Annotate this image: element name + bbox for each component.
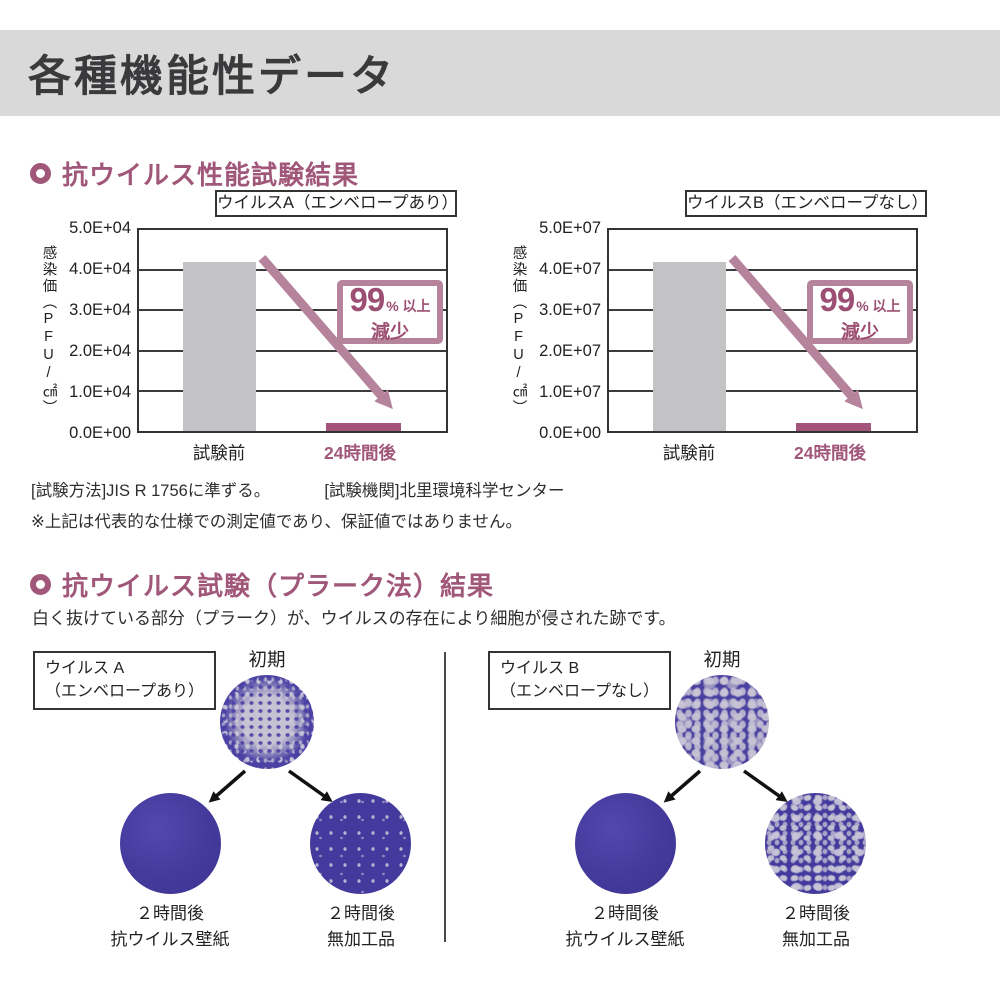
virus-envelope: （エンベロープあり） bbox=[45, 683, 205, 701]
plaque-panel-virus-b: ウイルス B （エンベロープなし） 初期 ２時間後 抗ウイルス壁紙 ２時間後 無… bbox=[485, 645, 905, 975]
ring-bullet-icon bbox=[30, 163, 51, 184]
virus-name: ウイルス A bbox=[45, 660, 125, 677]
x-tick-before-test: 試験前 bbox=[192, 443, 246, 463]
y-tick-label: 4.0E+07 bbox=[539, 260, 601, 278]
section1-heading-label: 抗ウイルス性能試験結果 bbox=[62, 160, 360, 190]
section2-description: 白く抜けている部分（プラーク）が、ウイルスの存在により細胞が侵された跡です。 bbox=[32, 609, 676, 628]
bar-after-24h bbox=[326, 422, 401, 431]
chart-a-y-axis-title: 感染価（PFU/㎠） bbox=[40, 245, 57, 416]
virus-a-label-box: ウイルス A （エンベロープあり） bbox=[33, 651, 217, 711]
petri-dish-initial bbox=[220, 675, 314, 769]
chart-virus-b: ウイルスB（エンベロープなし） 感染価（PFU/㎠） 5.0E+07 4.0E+… bbox=[500, 190, 960, 470]
petri-dish-initial bbox=[675, 675, 769, 769]
y-tick-label: 3.0E+07 bbox=[539, 301, 601, 319]
bar-before-test bbox=[183, 262, 256, 431]
section2-heading-label: 抗ウイルス試験（プラーク法）結果 bbox=[62, 571, 495, 601]
reduction-badge: 99 % 以上 減少 bbox=[337, 280, 443, 344]
y-tick-label: 3.0E+04 bbox=[69, 301, 131, 319]
initial-state-label: 初期 bbox=[703, 649, 741, 670]
badge-percentage: 99 bbox=[819, 280, 855, 318]
bar-before-test bbox=[653, 262, 726, 431]
badge-percentage: 99 bbox=[349, 280, 385, 318]
bar-after-24h bbox=[796, 422, 871, 431]
badge-unit: % 以上 bbox=[856, 297, 901, 314]
x-tick-after-24h: 24時間後 bbox=[324, 443, 396, 463]
y-tick-label: 0.0E+00 bbox=[69, 424, 131, 442]
y-tick-label: 5.0E+07 bbox=[539, 219, 601, 237]
petri-dish-treated bbox=[120, 793, 221, 894]
chart-a-title: ウイルスA（エンベロープあり） bbox=[215, 190, 458, 217]
reduction-badge: 99 % 以上 減少 bbox=[807, 280, 913, 344]
result-label-treated: ２時間後 抗ウイルス壁紙 bbox=[565, 904, 685, 949]
chart-virus-a: ウイルスA（エンベロープあり） 感染価（PFU/㎠） 5.0E+04 4.0E+… bbox=[30, 190, 490, 470]
virus-envelope: （エンベロープなし） bbox=[500, 683, 660, 701]
petri-dish-untreated bbox=[310, 793, 411, 894]
virus-b-label-box: ウイルス B （エンベロープなし） bbox=[488, 651, 672, 711]
result-label-treated: ２時間後 抗ウイルス壁紙 bbox=[110, 904, 230, 949]
initial-state-label: 初期 bbox=[248, 649, 286, 670]
note-test-method: [試験方法]JIS R 1756に準ずる。 bbox=[31, 482, 271, 500]
y-tick-label: 0.0E+00 bbox=[539, 424, 601, 442]
section1-heading: 抗ウイルス性能試験結果 bbox=[30, 155, 359, 192]
petri-dish-untreated bbox=[765, 793, 866, 894]
test-notes: [試験方法]JIS R 1756に準ずる。 [試験機関]北里環境科学センター ※… bbox=[31, 477, 564, 532]
badge-unit: % 以上 bbox=[386, 297, 431, 314]
x-tick-after-24h: 24時間後 bbox=[794, 443, 866, 463]
y-tick-label: 5.0E+04 bbox=[69, 219, 131, 237]
y-tick-label: 2.0E+04 bbox=[69, 342, 131, 360]
badge-reduction-label: 減少 bbox=[840, 321, 879, 343]
y-tick-label: 1.0E+04 bbox=[69, 383, 131, 401]
y-tick-label: 1.0E+07 bbox=[539, 383, 601, 401]
virus-name: ウイルス B bbox=[500, 660, 580, 677]
x-tick-before-test: 試験前 bbox=[662, 443, 716, 463]
plaque-panel-virus-a: ウイルス A （エンベロープあり） 初期 ２時間後 抗ウイルス壁紙 ２時間後 無… bbox=[30, 645, 450, 975]
y-tick-label: 4.0E+04 bbox=[69, 260, 131, 278]
petri-dish-treated bbox=[575, 793, 676, 894]
note-test-organization: [試験機関]北里環境科学センター bbox=[324, 482, 565, 500]
header-band: 各種機能性データ bbox=[0, 30, 1000, 116]
chart-b-title: ウイルスB（エンベロープなし） bbox=[685, 190, 928, 217]
section2-heading: 抗ウイルス試験（プラーク法）結果 bbox=[30, 566, 494, 603]
result-label-untreated: ２時間後 無加工品 bbox=[782, 904, 850, 949]
note-disclaimer: ※上記は代表的な仕様での測定値であり、保証値ではありません。 bbox=[31, 513, 523, 531]
panel-divider bbox=[444, 652, 446, 942]
branch-arrows-icon bbox=[663, 769, 788, 803]
chart-b-y-axis-title: 感染価（PFU/㎠） bbox=[510, 245, 527, 416]
ring-bullet-icon bbox=[30, 574, 51, 595]
y-tick-label: 2.0E+07 bbox=[539, 342, 601, 360]
result-label-untreated: ２時間後 無加工品 bbox=[327, 904, 395, 949]
page-title: 各種機能性データ bbox=[28, 53, 396, 101]
badge-reduction-label: 減少 bbox=[370, 321, 409, 343]
branch-arrows-icon bbox=[208, 769, 333, 803]
